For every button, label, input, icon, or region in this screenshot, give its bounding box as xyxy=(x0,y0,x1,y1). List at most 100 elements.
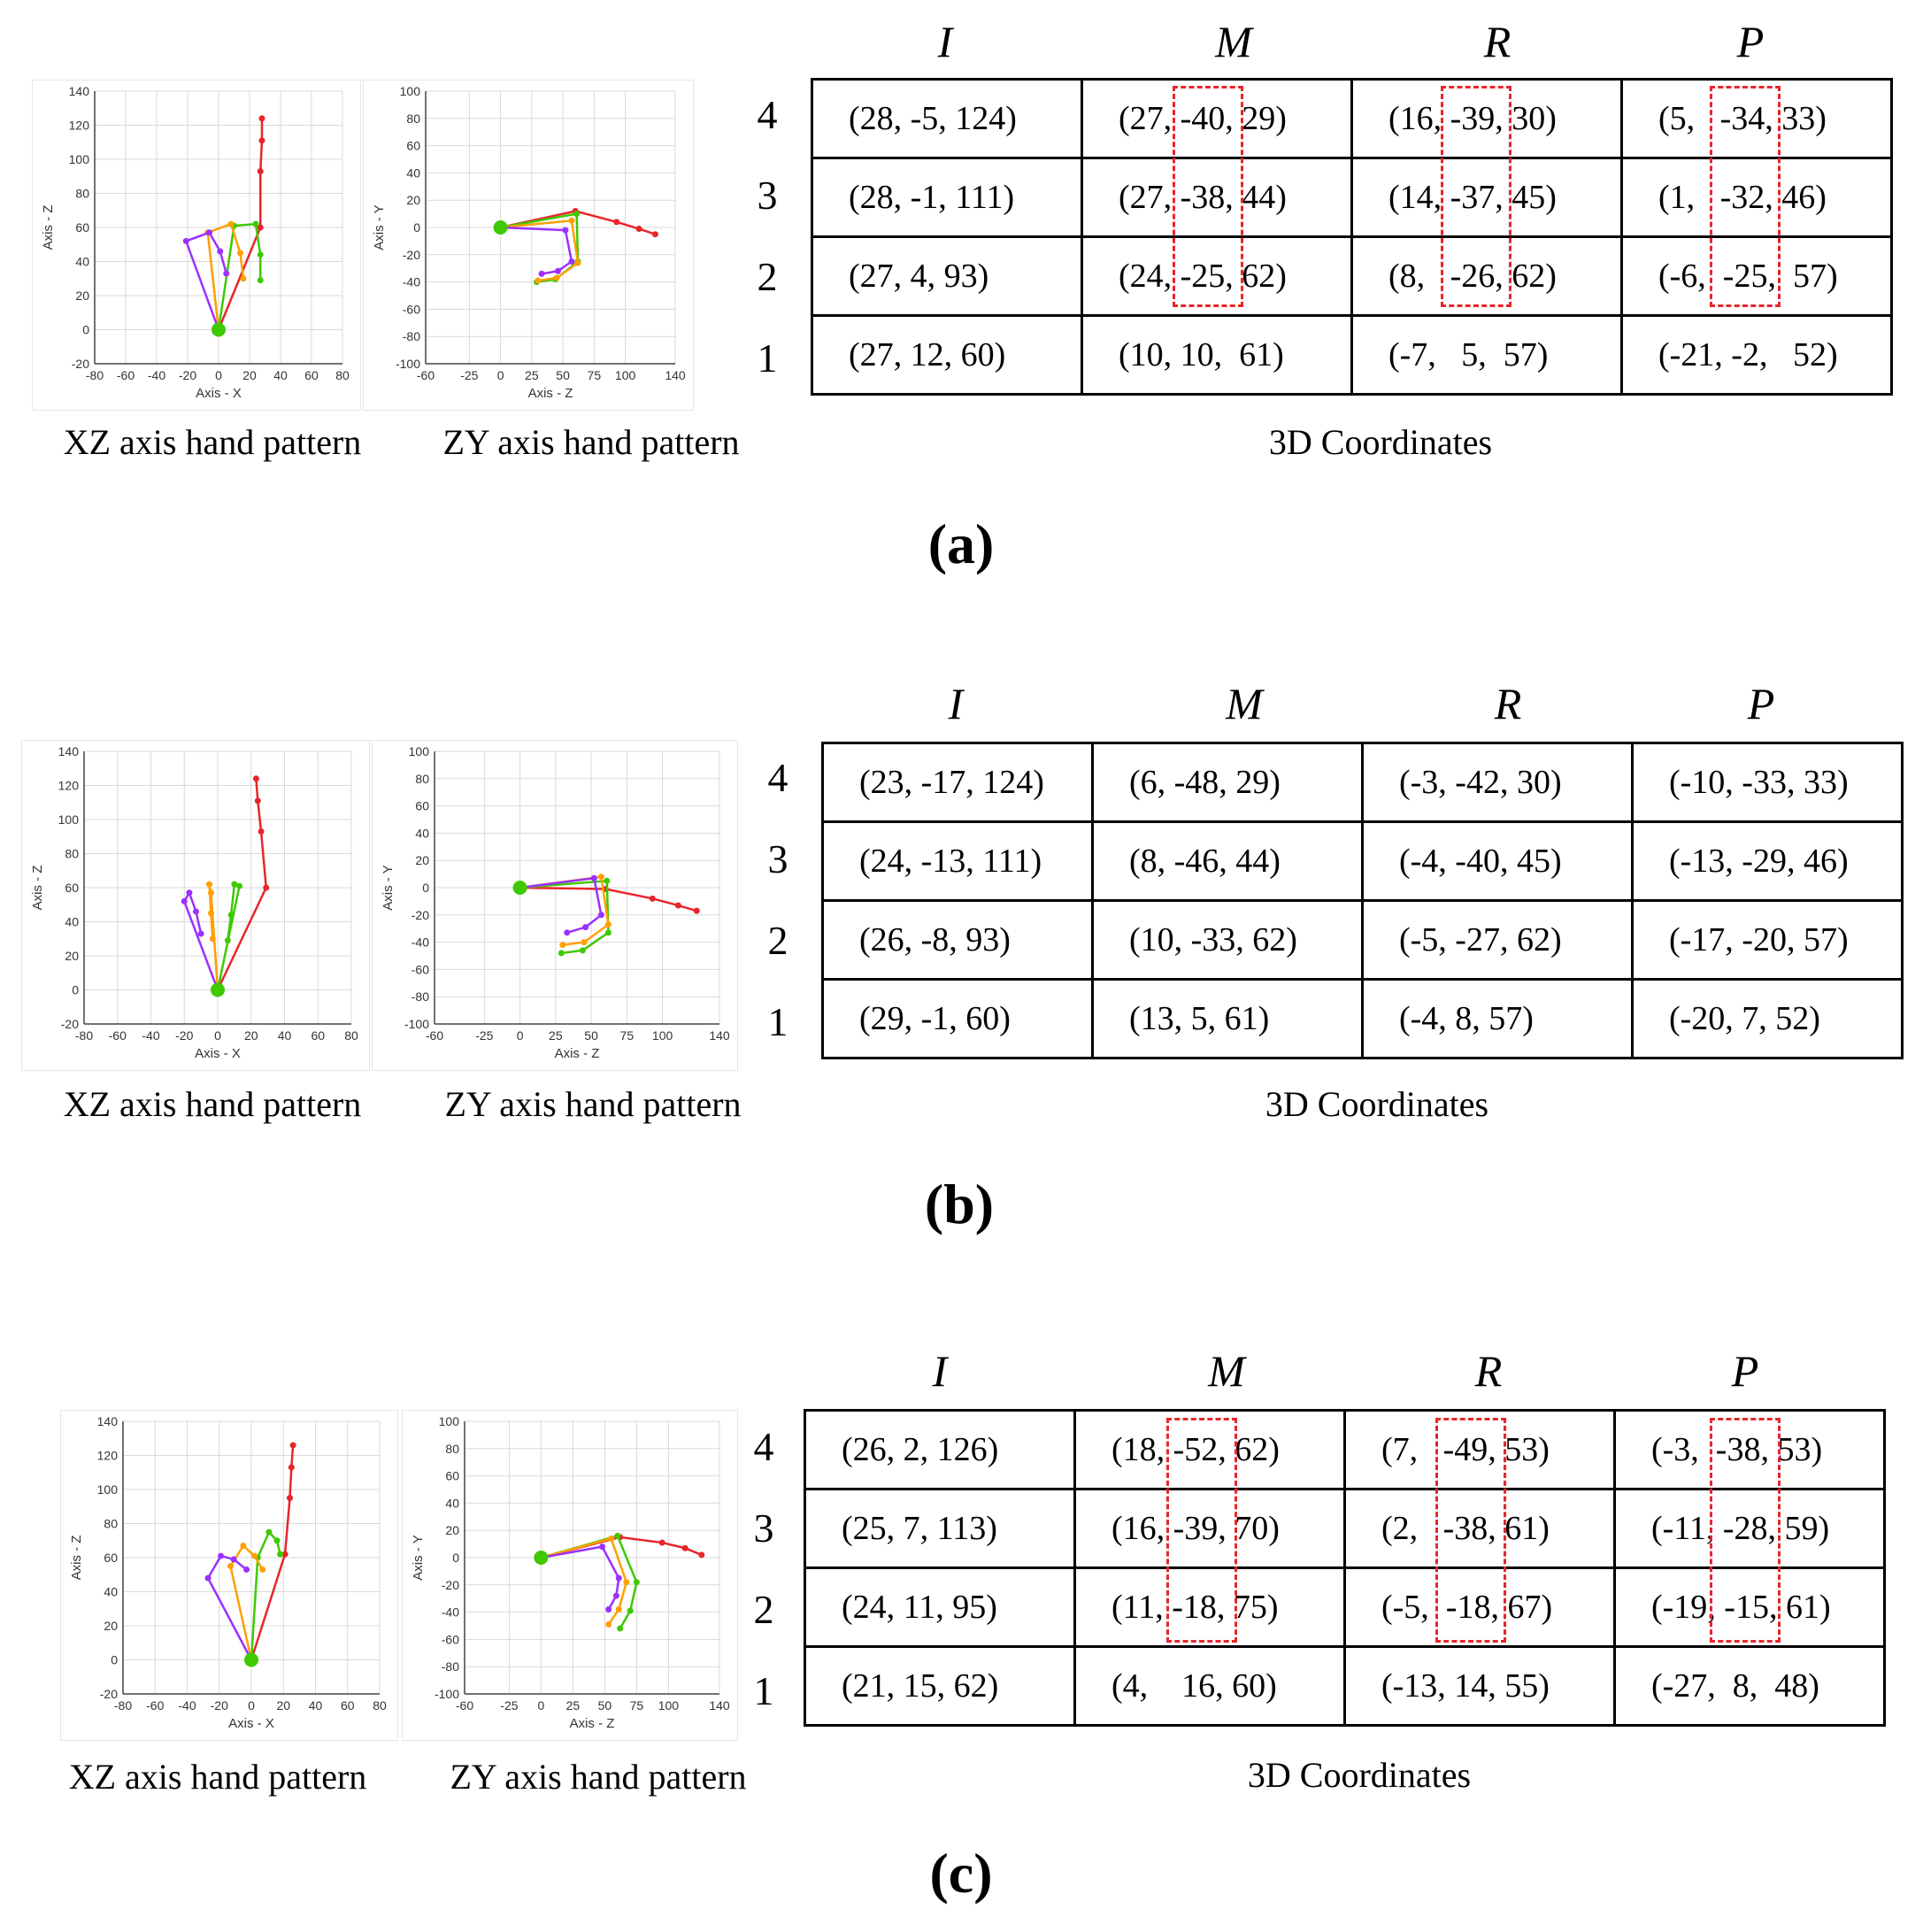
row-label-2: 2 xyxy=(757,254,778,299)
table-cell: (-3, -42, 30) xyxy=(1361,742,1634,823)
y-axis-label: Axis - Y xyxy=(372,204,387,250)
y-tick-label: 20 xyxy=(415,853,429,867)
xz-plot: -80 -60 -40 -20 0 20 40 60 80 140 120 100 80 60 40 20 0 -… xyxy=(32,80,361,411)
palm-origin-point xyxy=(493,220,508,235)
pinky-finger-line xyxy=(541,1545,620,1611)
table-cell: (24, 11, 95) xyxy=(804,1566,1076,1648)
table-cell: (7, -49, 53) xyxy=(1343,1409,1616,1490)
y-tick-label: 120 xyxy=(97,1449,119,1463)
table-cell: (27, -40, 29) xyxy=(1081,78,1353,159)
column-header-i: I xyxy=(948,679,964,728)
row-label-2: 2 xyxy=(767,918,788,963)
middle-finger-line xyxy=(216,882,241,990)
y-tick-label: -80 xyxy=(403,329,420,343)
middle-joint-point xyxy=(277,1551,284,1558)
x-tick-label: 50 xyxy=(598,1698,612,1713)
x-tick-label: -80 xyxy=(75,1028,93,1043)
y-tick-label: 80 xyxy=(415,772,429,786)
pinky-joint-point xyxy=(230,1556,237,1563)
table-cell: (26, 2, 126) xyxy=(804,1409,1076,1490)
table-cell: (27, 12, 60) xyxy=(811,314,1083,396)
ring-joint-point xyxy=(535,277,542,284)
ring-joint-point xyxy=(605,1620,612,1628)
x-tick-label: -20 xyxy=(179,368,196,382)
table-cell: (16, -39, 70) xyxy=(1073,1488,1346,1569)
table-cell: (1, -32, 46) xyxy=(1620,157,1893,238)
table-cell: (-27, 8, 48) xyxy=(1613,1645,1886,1727)
y-tick-label: 60 xyxy=(445,1469,459,1483)
pinky-joint-point xyxy=(597,912,604,919)
coordinates-table: (23, -17, 124) (6, -48, 29) (-3, -42, 30… xyxy=(821,742,1904,1059)
zy-plot: -60 -25 0 25 50 75 100 140 100 80 60 40 20 0 -20 -40 -60… xyxy=(402,1410,738,1741)
table-cell: (-10, -33, 33) xyxy=(1631,742,1904,823)
y-tick-label: 20 xyxy=(65,949,79,963)
pinky-joint-point xyxy=(538,270,545,277)
column-header-i: I xyxy=(932,1346,948,1396)
x-tick-label: -40 xyxy=(142,1028,159,1043)
index-joint-point xyxy=(289,1442,296,1449)
table-cell: (21, 15, 62) xyxy=(804,1645,1076,1727)
index-joint-point xyxy=(674,902,681,909)
x-tick-label: 60 xyxy=(341,1698,355,1713)
y-tick-label: -20 xyxy=(412,908,429,922)
y-tick-label: 0 xyxy=(72,983,79,997)
y-tick-label: 140 xyxy=(69,84,90,98)
middle-joint-point xyxy=(604,929,612,936)
x-tick-label: -20 xyxy=(175,1028,193,1043)
middle-joint-point xyxy=(558,950,565,957)
y-axis-label: Axis - Z xyxy=(69,1536,84,1581)
x-tick-label: 0 xyxy=(497,368,504,382)
ring-joint-point xyxy=(206,881,213,888)
table-row: (27, 12, 60) (10, 10, 61) (-7, 5, 57) (-… xyxy=(811,314,1893,396)
table-row: (24, -13, 111) (8, -46, 44) (-4, -40, 45… xyxy=(821,820,1904,902)
x-tick-label: -60 xyxy=(417,368,435,382)
ring-joint-point xyxy=(604,921,612,928)
x-axis-label: Axis - X xyxy=(195,1046,241,1061)
y-tick-label: 100 xyxy=(400,84,421,98)
ring-joint-point xyxy=(615,1606,622,1613)
y-axis-label: Axis - Y xyxy=(411,1535,426,1580)
middle-joint-point xyxy=(257,277,264,284)
x-tick-label: 80 xyxy=(335,368,350,382)
table-cell: (-4, 8, 57) xyxy=(1361,978,1634,1059)
y-tick-label: 60 xyxy=(65,881,79,895)
y-tick-label: 40 xyxy=(445,1496,459,1510)
index-joint-point xyxy=(681,1544,688,1551)
table-row: (24, 11, 95) (11, -18, 75) (-5, -18, 67)… xyxy=(804,1566,1886,1648)
palm-origin-point xyxy=(211,982,225,997)
x-tick-label: 0 xyxy=(538,1698,545,1713)
palm-origin-point xyxy=(244,1652,258,1667)
table-row: (28, -1, 111) (27, -38, 44) (14, -37, 45… xyxy=(811,157,1893,238)
index-joint-point xyxy=(658,1539,665,1546)
x-tick-label: 0 xyxy=(248,1698,255,1713)
y-tick-label: 40 xyxy=(104,1585,118,1599)
xz-plot-svg: -80 -60 -40 -20 0 20 40 60 80 140 120 100 80 60 40 20 0 -… xyxy=(69,1414,387,1731)
column-header-r: R xyxy=(1474,1346,1503,1396)
table-cell: (-21, -2, 52) xyxy=(1620,314,1893,396)
x-tick-label: -20 xyxy=(211,1698,228,1713)
y-tick-label: -20 xyxy=(61,1017,79,1031)
coordinates-table: (28, -5, 124) (27, -40, 29) (16, -39, 30… xyxy=(811,78,1893,396)
x-tick-label: 140 xyxy=(665,368,686,382)
index-joint-point xyxy=(693,907,700,914)
middle-joint-point xyxy=(227,912,235,919)
x-tick-label: 50 xyxy=(584,1028,598,1043)
xz-plot: -80 -60 -40 -20 0 20 40 60 80 140 120 100 80 60 40 20 0 -… xyxy=(60,1410,398,1741)
pinky-finger-line xyxy=(500,226,573,275)
x-tick-label: 40 xyxy=(309,1698,323,1713)
x-tick-label: -25 xyxy=(460,368,478,382)
x-axis-label: Axis - Z xyxy=(570,1716,615,1731)
middle-joint-point xyxy=(252,220,259,227)
palm-origin-point xyxy=(534,1551,549,1565)
xz-plot-svg: -80 -60 -40 -20 0 20 40 60 80 140 120 100 80 60 40 20 0 -… xyxy=(41,84,350,401)
ring-joint-point xyxy=(227,1563,234,1570)
y-tick-label: -80 xyxy=(412,989,429,1004)
index-joint-point xyxy=(258,137,265,144)
table-cell: (-19, -15, 61) xyxy=(1613,1566,1886,1648)
y-axis-label: Axis - Z xyxy=(30,866,45,911)
table-cell: (14, -37, 45) xyxy=(1350,157,1623,238)
row-label-2: 2 xyxy=(753,1587,774,1632)
y-tick-label: -100 xyxy=(404,1017,429,1031)
pinky-joint-point xyxy=(218,1552,225,1559)
table-cell: (-20, 7, 52) xyxy=(1631,978,1904,1059)
